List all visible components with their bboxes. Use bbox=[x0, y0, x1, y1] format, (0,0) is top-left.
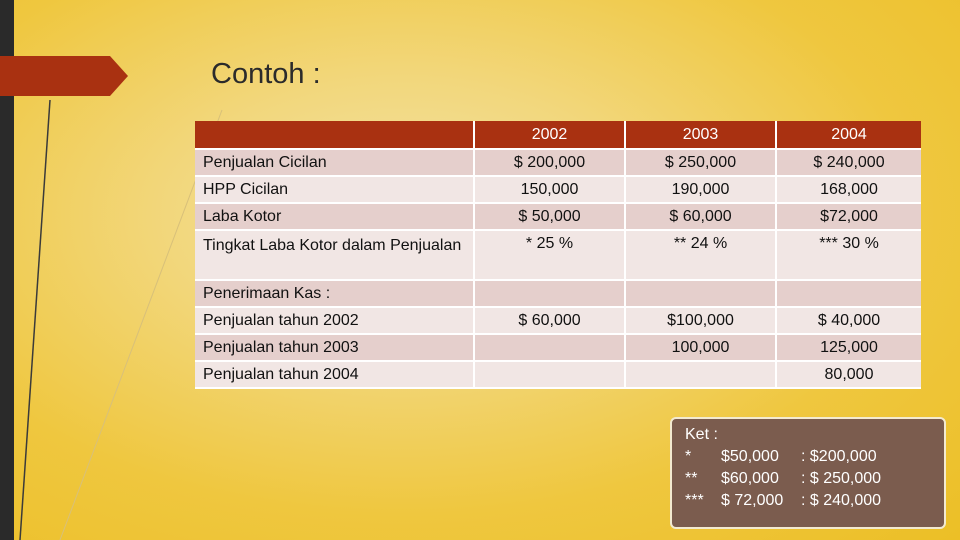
table-row: Penerimaan Kas : bbox=[195, 281, 921, 308]
row-label: Penerimaan Kas : bbox=[195, 281, 475, 308]
note-marker: ** bbox=[685, 470, 698, 487]
installment-sales-table: 2002 2003 2004 Penjualan Cicilan $ 200,0… bbox=[195, 121, 921, 389]
cell-value: $ 40,000 bbox=[777, 308, 921, 335]
note-sales: : $200,000 bbox=[801, 448, 877, 465]
cell-value: 125,000 bbox=[777, 335, 921, 362]
note-marker: *** bbox=[685, 492, 704, 509]
note-profit: $50,000 bbox=[721, 448, 779, 465]
cell-value: $ 50,000 bbox=[475, 204, 626, 231]
cell-value: * 25 % bbox=[475, 231, 626, 281]
cell-value bbox=[626, 281, 777, 308]
cell-value: *** 30 % bbox=[777, 231, 921, 281]
cell-value: 100,000 bbox=[626, 335, 777, 362]
table-row: Penjualan Cicilan $ 200,000 $ 250,000 $ … bbox=[195, 150, 921, 177]
note-line: * $50,000 : $200,000 bbox=[685, 446, 944, 468]
note-marker: * bbox=[685, 448, 692, 465]
notes-box: Ket : * $50,000 : $200,000 ** $60,000 : … bbox=[670, 417, 946, 529]
header-cell-2002: 2002 bbox=[475, 121, 626, 150]
cell-value: $ 250,000 bbox=[626, 150, 777, 177]
left-accent-bar bbox=[0, 0, 14, 540]
cell-value: 80,000 bbox=[777, 362, 921, 389]
table-row: Penjualan tahun 2004 80,000 bbox=[195, 362, 921, 389]
cell-value bbox=[475, 362, 626, 389]
note-line: ** $60,000 : $ 250,000 bbox=[685, 468, 944, 490]
cell-value bbox=[475, 281, 626, 308]
row-label: Penjualan tahun 2004 bbox=[195, 362, 475, 389]
notes-heading: Ket : bbox=[685, 426, 718, 443]
cell-value: $ 240,000 bbox=[777, 150, 921, 177]
cell-value: 168,000 bbox=[777, 177, 921, 204]
table-row: HPP Cicilan 150,000 190,000 168,000 bbox=[195, 177, 921, 204]
header-cell-label bbox=[195, 121, 475, 150]
row-label: Penjualan Cicilan bbox=[195, 150, 475, 177]
note-line: *** $ 72,000 : $ 240,000 bbox=[685, 490, 944, 512]
cell-value bbox=[777, 281, 921, 308]
table-row: Tingkat Laba Kotor dalam Penjualan * 25 … bbox=[195, 231, 921, 281]
note-profit: $ 72,000 bbox=[721, 492, 784, 509]
cell-value: $ 60,000 bbox=[475, 308, 626, 335]
cell-value: $72,000 bbox=[777, 204, 921, 231]
table-row: Laba Kotor $ 50,000 $ 60,000 $72,000 bbox=[195, 204, 921, 231]
cell-value bbox=[626, 362, 777, 389]
cell-value: $ 200,000 bbox=[475, 150, 626, 177]
header-cell-2004: 2004 bbox=[777, 121, 921, 150]
row-label: Tingkat Laba Kotor dalam Penjualan bbox=[195, 231, 475, 281]
row-label: Laba Kotor bbox=[195, 204, 475, 231]
note-sales: : $ 240,000 bbox=[801, 492, 882, 509]
row-label: HPP Cicilan bbox=[195, 177, 475, 204]
table-row: Penjualan tahun 2002 $ 60,000 $100,000 $… bbox=[195, 308, 921, 335]
cell-value: 150,000 bbox=[475, 177, 626, 204]
table-row: Penjualan tahun 2003 100,000 125,000 bbox=[195, 335, 921, 362]
cell-value: $100,000 bbox=[626, 308, 777, 335]
cell-value bbox=[475, 335, 626, 362]
title-arrow-shape bbox=[0, 56, 128, 96]
slide-title: Contoh : bbox=[211, 58, 321, 90]
note-profit: $60,000 bbox=[721, 470, 779, 487]
table-header-row: 2002 2003 2004 bbox=[195, 121, 921, 150]
cell-value: $ 60,000 bbox=[626, 204, 777, 231]
cell-value: 190,000 bbox=[626, 177, 777, 204]
header-cell-2003: 2003 bbox=[626, 121, 777, 150]
row-label: Penjualan tahun 2002 bbox=[195, 308, 475, 335]
row-label: Penjualan tahun 2003 bbox=[195, 335, 475, 362]
cell-value: ** 24 % bbox=[626, 231, 777, 281]
note-sales: : $ 250,000 bbox=[801, 470, 882, 487]
